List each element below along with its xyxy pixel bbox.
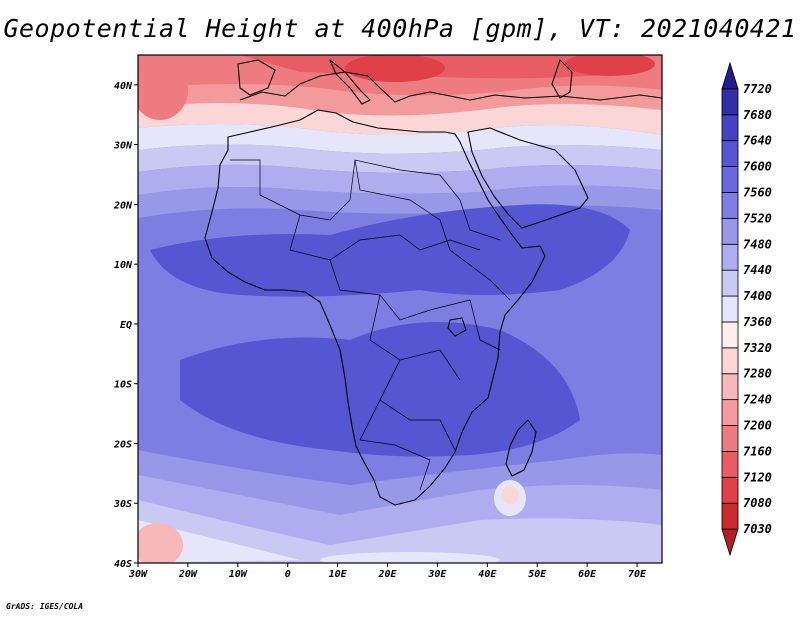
lon-tick-label: 10E: [329, 569, 348, 580]
colorbar-swatch: [721, 321, 739, 349]
colorbar-label: 7440: [743, 263, 772, 277]
lon-tick-label: 70E: [628, 569, 647, 580]
colorbar-label: 7240: [743, 393, 772, 407]
colorbar-swatch: [721, 61, 739, 90]
colorbar-swatch: [721, 451, 739, 478]
country-borders: [230, 159, 511, 491]
colorbar-swatch: [721, 528, 739, 557]
colorbar-swatch: [721, 192, 739, 219]
colorbar: 7030 7080 7120 7160 7200 7240 7280 7320 7360 7400…: [721, 61, 772, 557]
colorbar-swatch: [721, 425, 739, 452]
colorbar-swatch: [721, 373, 739, 401]
colorbar-swatch: [721, 140, 739, 167]
colorbar-label: 7200: [743, 419, 772, 433]
colorbar-label: 7320: [743, 341, 772, 355]
colorbar-swatch: [721, 347, 739, 375]
colorbar-swatch: [721, 88, 739, 116]
lon-tick-label: 20E: [377, 569, 397, 580]
africa-coastline: [204, 109, 546, 506]
lon-tick-label: 30W: [128, 569, 148, 580]
grads-credit: GrADS: IGES/COLA: [6, 602, 84, 611]
lon-tick-label: 30E: [427, 569, 447, 580]
colorbar-swatch: [721, 476, 739, 504]
italy-coastline: [329, 59, 371, 105]
coastlines-and-borders: [204, 59, 662, 506]
lat-tick-label: 10N: [114, 260, 133, 271]
colorbar-swatch: [721, 502, 739, 530]
colorbar-swatch: [721, 166, 739, 193]
colorbar-label: 7720: [743, 82, 772, 96]
plot-frame: [137, 54, 663, 564]
lat-tick-label: 20N: [113, 200, 133, 211]
colorbar-label: 7120: [743, 470, 772, 484]
colorbar-swatch: [721, 269, 739, 297]
iberia-coastline: [237, 59, 276, 96]
colorbar-label: 7030: [743, 522, 772, 536]
map-title: Geopotential Height at 400hPa [gpm], VT:…: [3, 14, 797, 43]
colorbar-label: 7360: [743, 315, 772, 329]
arabia-coastline: [467, 127, 589, 229]
lon-tick-label: 20W: [178, 569, 198, 580]
colorbar-swatch: [721, 243, 739, 271]
lon-tick-label: 60E: [578, 569, 597, 580]
colorbar-label: 7600: [743, 160, 772, 174]
contour-field: [138, 55, 662, 563]
colorbar-label: 7160: [743, 444, 772, 458]
lat-tick-label: 30S: [113, 499, 132, 510]
lat-tick-label: 30N: [113, 141, 133, 152]
lat-tick-label: 20S: [113, 439, 132, 450]
colorbar-label: 7520: [743, 211, 772, 225]
europe-coastline: [239, 71, 662, 103]
colorbar-label: 7560: [743, 185, 772, 199]
colorbar-swatch: [721, 295, 739, 323]
colorbar-swatch: [721, 399, 739, 426]
colorbar-swatch: [721, 114, 739, 142]
lon-tick-label: 50E: [528, 569, 547, 580]
colorbar-label: 7640: [743, 134, 772, 148]
colorbar-label: 7280: [743, 367, 772, 381]
lat-tick-label: 10S: [114, 380, 132, 391]
lon-tick-label: 40E: [478, 569, 497, 580]
colorbar-label: 7680: [743, 108, 772, 122]
colorbar-label: 7480: [743, 237, 772, 251]
colorbar-label: 7400: [743, 289, 772, 303]
colorbar-label: 7080: [743, 496, 772, 510]
caspian-coastline: [551, 59, 573, 99]
lat-tick-label: EQ: [120, 320, 132, 331]
latitude-axis: 40N 30N 20N 10N EQ 10S 20S 30S 40S: [113, 81, 138, 570]
lon-tick-label: 0: [285, 569, 291, 580]
lake-victoria: [447, 317, 467, 337]
colorbar-swatch: [721, 217, 739, 245]
madagascar-coastline: [505, 419, 537, 477]
lon-tick-label: 10W: [229, 569, 248, 580]
lat-tick-label: 40N: [114, 81, 133, 92]
lat-tick-label: 40S: [114, 559, 132, 570]
longitude-axis: 30W 20W 10W 0 10E 20E 30E 40E 50E 60E 70E: [128, 563, 647, 580]
